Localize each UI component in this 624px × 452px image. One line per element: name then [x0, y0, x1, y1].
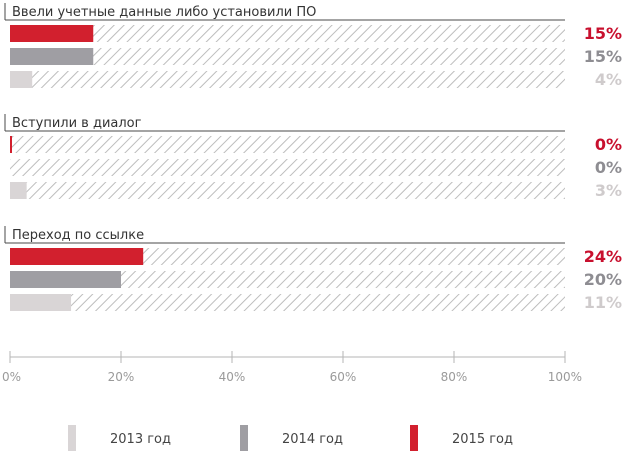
value-label: 24% [584, 247, 622, 266]
value-label: 20% [584, 270, 622, 289]
legend-swatch [68, 425, 76, 451]
bar-track [10, 294, 565, 311]
bar-track [10, 136, 565, 153]
bar [10, 248, 144, 265]
value-label: 15% [584, 24, 622, 43]
x-tick-label: 100% [548, 370, 582, 384]
bar-track [10, 25, 565, 42]
bar [10, 25, 94, 42]
bar-track [10, 71, 565, 88]
bar [10, 136, 12, 153]
legend-label: 2015 год [452, 432, 513, 447]
bar-track [10, 248, 565, 265]
x-tick-label: 60% [330, 370, 357, 384]
group-label: Переход по ссылке [12, 228, 144, 243]
bar-group: Ввели учетные данные либо установили ПО 1… [4, 3, 622, 89]
x-tick-label: 80% [441, 370, 468, 384]
bar [10, 294, 72, 311]
x-tick-label: 0% [2, 370, 21, 384]
legend-swatch [410, 425, 418, 451]
bar [10, 182, 27, 199]
legend: 2013 год 2014 год 2015 год [68, 425, 513, 451]
bar-groups: Ввели учетные данные либо установили ПО 1… [4, 3, 622, 312]
x-axis: 0% 20% 40% 60% 80% 100% [2, 351, 582, 384]
bar-group: Вступили в диалог 0% 0% 3% [4, 114, 622, 200]
bar-track [10, 159, 565, 176]
legend-label: 2014 год [282, 432, 343, 447]
legend-swatch [240, 425, 248, 451]
bar-track [10, 182, 565, 199]
legend-label: 2013 год [110, 432, 171, 447]
value-label: 0% [595, 135, 622, 154]
bar-track [10, 48, 565, 65]
value-label: 11% [584, 293, 622, 312]
group-label: Вступили в диалог [12, 116, 142, 131]
legend-item: 2015 год [410, 425, 513, 451]
legend-item: 2014 год [240, 425, 343, 451]
bar [10, 48, 94, 65]
value-label: 3% [595, 181, 622, 200]
legend-item: 2013 год [68, 425, 171, 451]
value-label: 15% [584, 47, 622, 66]
bar [10, 71, 33, 88]
x-tick-label: 20% [108, 370, 135, 384]
bar-group: Переход по ссылке 24% 20% 11% [4, 226, 622, 312]
value-label: 4% [595, 70, 622, 89]
bar-track [10, 271, 565, 288]
value-label: 0% [595, 158, 622, 177]
x-tick-label: 40% [219, 370, 246, 384]
bar [10, 271, 121, 288]
group-label: Ввели учетные данные либо установили ПО [12, 5, 316, 20]
